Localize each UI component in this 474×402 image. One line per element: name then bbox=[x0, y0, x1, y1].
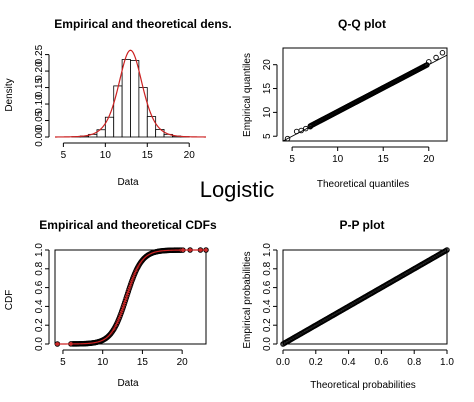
x-tick-label: 5 bbox=[60, 357, 66, 368]
y-tick-label: 0.20 bbox=[34, 61, 45, 81]
x-axis-label: Theoretical probabilities bbox=[310, 380, 416, 391]
pp-point bbox=[444, 247, 450, 253]
pp-points bbox=[280, 247, 450, 347]
y-axis-label: Empirical quantiles bbox=[242, 53, 253, 137]
y-tick-label: 5 bbox=[262, 133, 273, 139]
y-tick-label: 0.2 bbox=[34, 318, 45, 332]
y-tick-label: 0.8 bbox=[34, 261, 45, 275]
histogram-bar bbox=[121, 59, 131, 138]
plot-frame bbox=[282, 47, 448, 142]
y-tick-label: 0.25 bbox=[34, 44, 45, 64]
y-tick-label: 0.15 bbox=[34, 77, 45, 97]
qq-point bbox=[439, 50, 446, 56]
qq-point bbox=[433, 54, 439, 61]
x-tick-label: 0.6 bbox=[374, 357, 388, 368]
y-tick-label: 0.0 bbox=[34, 337, 45, 351]
y-axis: 0.0 0.2 0.4 0.6 0.8 1.0 bbox=[262, 243, 278, 351]
x-tick-label: 15 bbox=[137, 357, 149, 368]
cdf-curve bbox=[55, 249, 206, 345]
y-axis: 5 10 15 20 bbox=[262, 59, 278, 139]
x-tick-label: 10 bbox=[332, 154, 344, 165]
y-axis: 0.0 0.2 0.4 0.6 0.8 1.0 bbox=[34, 243, 50, 351]
x-tick-label: 1.0 bbox=[440, 357, 454, 368]
histogram-bar bbox=[113, 85, 123, 138]
qq-point bbox=[284, 135, 291, 142]
x-axis: 5 10 15 20 bbox=[61, 142, 196, 161]
x-tick-label: 20 bbox=[177, 357, 189, 368]
qq-point bbox=[426, 59, 432, 65]
panel-density: Empirical and theoretical dens. Data Den… bbox=[4, 17, 232, 188]
histogram-bars bbox=[71, 59, 190, 138]
x-axis: 0.0 0.2 0.4 0.6 0.8 1.0 bbox=[276, 349, 454, 368]
y-tick-label: 0.8 bbox=[262, 261, 273, 275]
x-axis: 5 10 15 20 bbox=[60, 349, 189, 368]
y-tick-label: 0.4 bbox=[262, 299, 273, 313]
x-tick-label: 0.8 bbox=[407, 357, 421, 368]
x-tick-label: 5 bbox=[61, 150, 67, 161]
x-tick-label: 20 bbox=[423, 154, 435, 165]
panel-cdf: Empirical and theoretical CDFs Data CDF … bbox=[4, 218, 217, 389]
panel-qq: Q-Q plot Theoretical quantiles Empirical… bbox=[242, 17, 448, 190]
y-tick-label: 1.0 bbox=[34, 243, 45, 257]
x-axis-label: Data bbox=[117, 177, 139, 188]
x-axis-label: Theoretical quantiles bbox=[317, 179, 409, 190]
y-tick-label: 0.4 bbox=[34, 299, 45, 313]
cdf-line bbox=[55, 249, 206, 345]
cdf-points bbox=[54, 247, 209, 347]
x-tick-label: 0.4 bbox=[342, 357, 356, 368]
x-tick-label: 15 bbox=[378, 154, 390, 165]
x-axis-label: Data bbox=[117, 378, 139, 389]
y-tick-label: 20 bbox=[262, 59, 273, 71]
qq-points bbox=[282, 50, 448, 142]
y-tick-label: 0.00 bbox=[34, 127, 45, 147]
qq-point bbox=[303, 125, 309, 132]
y-tick-label: 0.10 bbox=[34, 94, 45, 114]
histogram-bar bbox=[138, 87, 148, 138]
y-axis-label: CDF bbox=[4, 290, 15, 311]
x-tick-label: 10 bbox=[100, 150, 112, 161]
distribution-label: Logistic bbox=[200, 177, 275, 202]
plot-frame bbox=[282, 249, 448, 345]
density-curve bbox=[55, 49, 206, 138]
y-tick-label: 0.6 bbox=[34, 280, 45, 294]
y-axis-label: Empirical probabilities bbox=[242, 251, 253, 348]
histogram-bar bbox=[146, 116, 157, 138]
panel-pp: P-P plot Theoretical probabilities Empir… bbox=[242, 218, 454, 391]
qq-point bbox=[298, 127, 304, 134]
panel-title: P-P plot bbox=[339, 218, 384, 232]
y-tick-label: 1.0 bbox=[262, 243, 273, 257]
y-tick-label: 15 bbox=[262, 83, 273, 95]
x-tick-label: 0.2 bbox=[309, 357, 323, 368]
x-tick-label: 15 bbox=[142, 150, 154, 161]
y-tick-label: 0.2 bbox=[262, 318, 273, 332]
panel-title: Empirical and theoretical CDFs bbox=[39, 218, 217, 232]
x-tick-label: 0.0 bbox=[276, 357, 290, 368]
histogram-bar bbox=[130, 60, 140, 138]
panel-title: Q-Q plot bbox=[338, 17, 386, 31]
qq-point bbox=[307, 123, 314, 130]
x-tick-label: 10 bbox=[97, 357, 109, 368]
y-tick-label: 10 bbox=[262, 106, 273, 118]
qq-point bbox=[293, 128, 300, 135]
x-axis: 5 10 15 20 bbox=[289, 146, 435, 165]
y-axis: 0.000.050.100.150.200.25 bbox=[34, 44, 50, 147]
density-line bbox=[55, 49, 206, 138]
x-tick-label: 5 bbox=[289, 154, 295, 165]
y-tick-label: 0.6 bbox=[262, 280, 273, 294]
y-axis-label: Density bbox=[4, 78, 15, 111]
y-tick-label: 0.0 bbox=[262, 337, 273, 351]
plot-frame bbox=[54, 249, 207, 345]
panel-title: Empirical and theoretical dens. bbox=[54, 17, 231, 31]
y-tick-label: 0.05 bbox=[34, 110, 45, 130]
x-tick-label: 20 bbox=[184, 150, 196, 161]
